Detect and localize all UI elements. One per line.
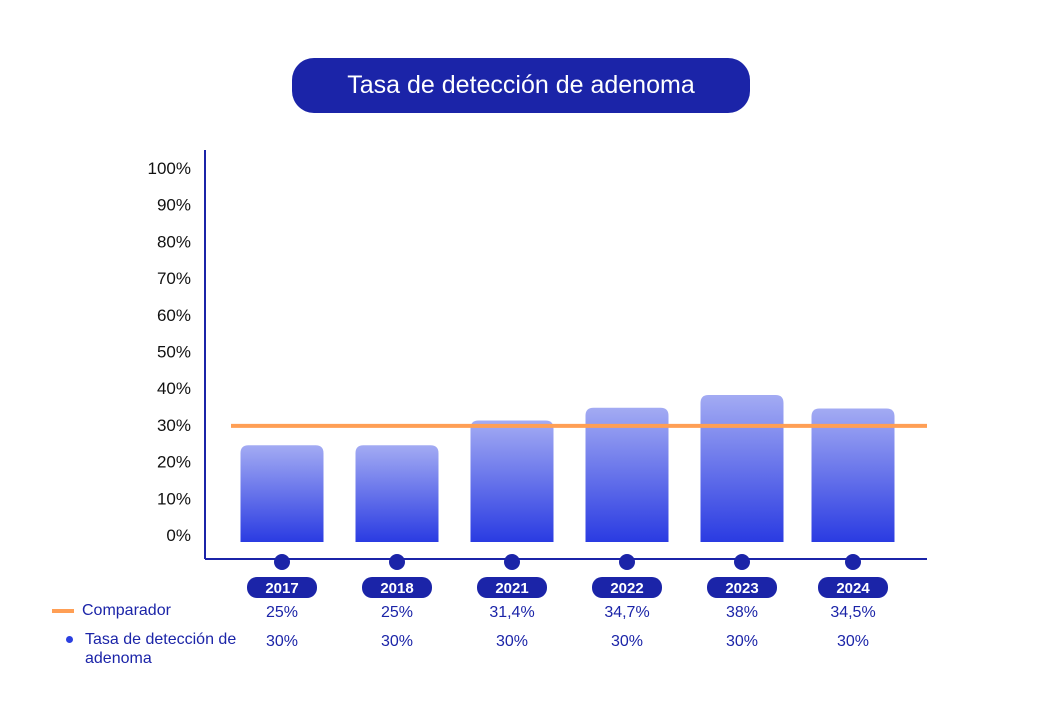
data-label-adenoma: 31,4% — [489, 604, 534, 621]
y-tick-label: 80% — [157, 232, 191, 251]
bar — [811, 408, 895, 542]
data-label-adenoma: 34,7% — [604, 604, 649, 621]
data-label-adenoma: 25% — [266, 604, 298, 621]
data-label-comparator: 30% — [381, 633, 413, 650]
x-dot-marker — [274, 554, 290, 570]
year-pill — [362, 577, 432, 598]
bar — [700, 394, 784, 542]
data-label-adenoma: 38% — [726, 604, 758, 621]
year-pill — [592, 577, 662, 598]
bar — [585, 407, 669, 542]
data-label-adenoma: 34,5% — [830, 604, 875, 621]
bar — [470, 420, 554, 542]
bar — [355, 445, 439, 542]
x-dot-marker — [734, 554, 750, 570]
data-label-adenoma: 25% — [381, 604, 413, 621]
y-tick-label: 10% — [157, 489, 191, 508]
x-tick-label: 2017 — [265, 580, 298, 597]
data-label-comparator: 30% — [837, 633, 869, 650]
x-dot-marker — [845, 554, 861, 570]
x-tick-label: 2018 — [380, 580, 413, 597]
y-tick-label: 0% — [166, 526, 191, 545]
legend-comparator: Comparador — [52, 601, 171, 620]
legend-label: Tasa de detección de adenoma — [85, 631, 237, 667]
y-tick-label: 50% — [157, 343, 191, 362]
legend-label: Comparador — [82, 602, 171, 619]
data-label-comparator: 30% — [266, 633, 298, 650]
data-label-comparator: 30% — [496, 633, 528, 650]
y-tick-label: 40% — [157, 379, 191, 398]
legend-line-icon — [52, 608, 74, 613]
legend-dot-icon — [66, 636, 73, 643]
y-tick-label: 20% — [157, 453, 191, 472]
x-tick-label: 2022 — [610, 580, 643, 597]
bar — [240, 445, 324, 542]
y-tick-label: 30% — [157, 416, 191, 435]
year-pill — [707, 577, 777, 598]
x-dot-marker — [504, 554, 520, 570]
x-dot-marker — [619, 554, 635, 570]
legend-adenoma: Tasa de detección de adenoma — [66, 630, 245, 668]
x-tick-label: 2024 — [836, 580, 870, 597]
y-tick-label: 60% — [157, 306, 191, 325]
x-tick-label: 2021 — [495, 580, 528, 597]
x-tick-label: 2023 — [725, 580, 758, 597]
year-pill — [818, 577, 888, 598]
y-tick-label: 70% — [157, 269, 191, 288]
year-pill — [247, 577, 317, 598]
y-tick-label: 90% — [157, 196, 191, 215]
data-label-comparator: 30% — [611, 633, 643, 650]
year-pill — [477, 577, 547, 598]
chart-title: Tasa de detección de adenoma — [292, 58, 750, 113]
x-dot-marker — [389, 554, 405, 570]
data-label-comparator: 30% — [726, 633, 758, 650]
y-tick-label: 100% — [148, 159, 191, 178]
